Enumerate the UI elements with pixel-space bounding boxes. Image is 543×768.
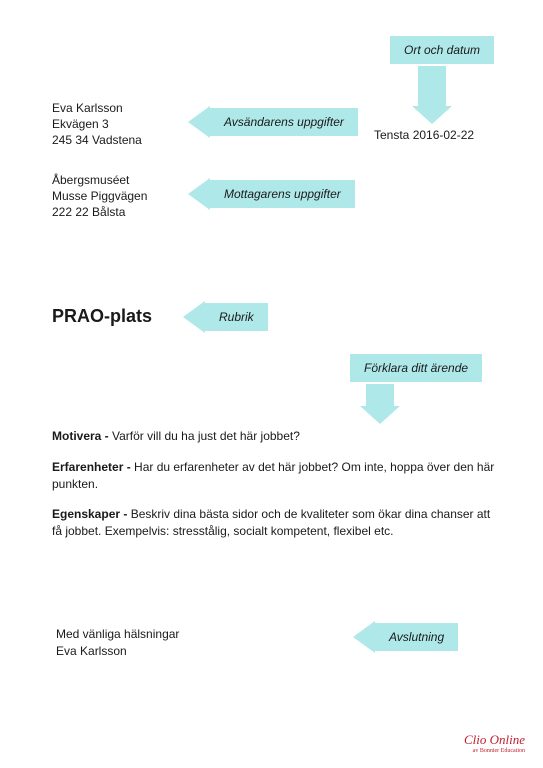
body-section: Motivera - Varför vill du ha just det hä… (52, 428, 497, 554)
body-motivera-text: Varför vill du ha just det här jobbet? (112, 429, 300, 443)
closing-name: Eva Karlsson (56, 643, 179, 660)
arrow-down-place-date (418, 66, 446, 106)
heading: PRAO-plats (52, 306, 152, 327)
place-date-text: Tensta 2016-02-22 (374, 128, 474, 142)
recipient-block: Åbergsmuséet Musse Piggvägen 222 22 Båls… (52, 172, 147, 221)
callout-heading: Rubrik (205, 303, 268, 331)
footer-brand: Clio Online (464, 732, 525, 747)
sender-name: Eva Karlsson (52, 100, 142, 116)
footer-sub: av Bonnier Education (464, 748, 525, 754)
arrow-down-explain (366, 384, 394, 406)
callout-recipient: Mottagarens uppgifter (210, 180, 355, 208)
body-motivera-lead: Motivera - (52, 429, 112, 443)
callout-recipient-label: Mottagarens uppgifter (224, 187, 341, 201)
callout-place-date-label: Ort och datum (404, 43, 480, 57)
recipient-name: Åbergsmuséet (52, 172, 147, 188)
callout-place-date: Ort och datum (390, 36, 494, 64)
closing-block: Med vänliga hälsningar Eva Karlsson (56, 626, 179, 660)
closing-greeting: Med vänliga hälsningar (56, 626, 179, 643)
callout-closing-label: Avslutning (389, 630, 444, 644)
body-erfarenheter-lead: Erfarenheter - (52, 460, 134, 474)
sender-street: Ekvägen 3 (52, 116, 142, 132)
body-motivera: Motivera - Varför vill du ha just det hä… (52, 428, 497, 445)
recipient-street: Musse Piggvägen (52, 188, 147, 204)
callout-heading-label: Rubrik (219, 310, 254, 324)
sender-city: 245 34 Vadstena (52, 132, 142, 148)
callout-sender-label: Avsändarens uppgifter (224, 115, 344, 129)
callout-closing: Avslutning (375, 623, 458, 651)
footer-logo: Clio Online av Bonnier Education (464, 732, 525, 754)
callout-explain-label: Förklara ditt ärende (364, 361, 468, 375)
body-egenskaper: Egenskaper - Beskriv dina bästa sidor oc… (52, 506, 497, 540)
body-erfarenheter: Erfarenheter - Har du erfarenheter av de… (52, 459, 497, 493)
recipient-city: 222 22 Bålsta (52, 204, 147, 220)
callout-explain: Förklara ditt ärende (350, 354, 482, 382)
sender-block: Eva Karlsson Ekvägen 3 245 34 Vadstena (52, 100, 142, 149)
callout-sender: Avsändarens uppgifter (210, 108, 358, 136)
body-egenskaper-lead: Egenskaper - (52, 507, 131, 521)
